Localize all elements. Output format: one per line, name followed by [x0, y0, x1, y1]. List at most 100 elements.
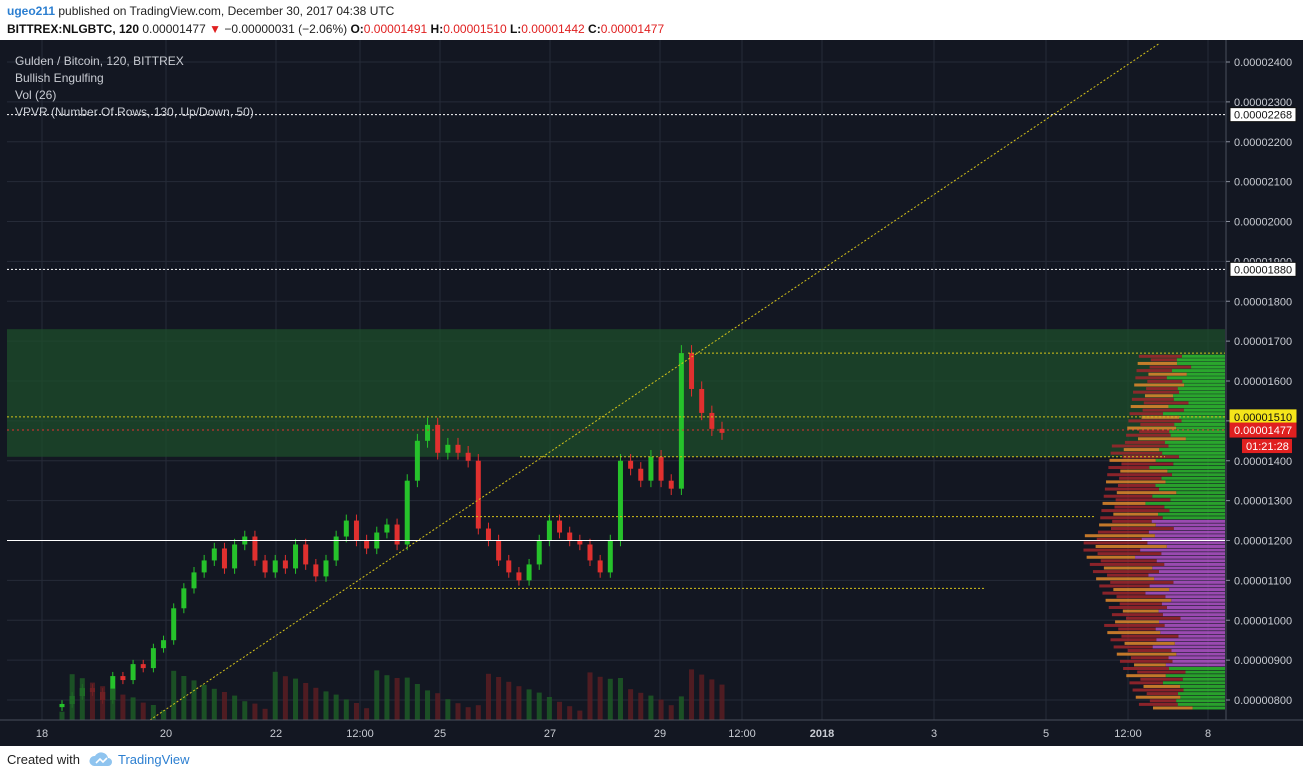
vpvr-up-bar	[1161, 602, 1225, 606]
vpvr-up-bar	[1162, 451, 1225, 455]
volume-bar	[587, 672, 593, 720]
volume-bar	[699, 674, 705, 720]
trendline	[149, 42, 1161, 721]
vpvr-up-bar	[1173, 397, 1225, 401]
candle-body	[221, 548, 227, 569]
price-tick-label: 0.00001100	[1234, 575, 1291, 587]
candle-body	[59, 703, 65, 708]
candle-body	[404, 480, 410, 545]
volume-bar	[607, 678, 613, 720]
vpvr-down-bar	[1102, 591, 1146, 595]
time-tick-label: 22	[270, 728, 282, 740]
vpvr-up-bar	[1177, 702, 1225, 706]
candle-body	[709, 412, 715, 429]
candle-body	[455, 444, 461, 453]
vpvr-down-bar	[1096, 577, 1155, 581]
candle-body	[435, 424, 441, 453]
vpvr-up-bar	[1176, 426, 1225, 430]
vpvr-up-bar	[1166, 605, 1225, 609]
vpvr-down-bar	[1122, 609, 1159, 613]
volume-bar	[89, 682, 95, 720]
vpvr-down-bar	[1129, 681, 1163, 685]
vpvr-down-bar	[1110, 580, 1174, 584]
vpvr-down-bar	[1083, 548, 1141, 552]
vpvr-down-bar	[1126, 433, 1171, 437]
chart-header: ugeo211 published on TradingView.com, De…	[0, 0, 1303, 40]
vpvr-up-bar	[1180, 684, 1225, 688]
vpvr-down-bar	[1099, 523, 1156, 527]
volume-bar	[658, 699, 664, 720]
price-tick-label: 0.00002200	[1234, 137, 1292, 149]
volume-bar	[323, 691, 329, 720]
vpvr-up-bar	[1184, 383, 1225, 387]
vpvr-down-bar	[1100, 516, 1163, 520]
candle-body	[445, 444, 451, 453]
vpvr-down-bar	[1131, 397, 1174, 401]
volume-bar	[221, 692, 227, 720]
legend-study-vpvr[interactable]: VPVR (Number Of Rows, 130, Up/Down, 50)	[15, 105, 254, 119]
vpvr-up-bar	[1176, 652, 1225, 656]
price-tick-label: 0.00002100	[1234, 177, 1292, 189]
vpvr-down-bar	[1149, 365, 1192, 369]
vpvr-down-bar	[1132, 688, 1184, 692]
chart-legend: Gulden / Bitcoin, 120, BITTREX Bullish E…	[15, 53, 254, 121]
vpvr-up-bar	[1165, 595, 1225, 599]
vpvr-up-bar	[1185, 437, 1225, 441]
vpvr-up-bar	[1176, 491, 1225, 495]
created-with-label: Created with	[7, 752, 80, 767]
vpvr-down-bar	[1137, 361, 1177, 365]
chart-canvas[interactable]: 0.00002400 0.00002300 0.00002200 0.00002100…	[0, 40, 1303, 746]
candle-body	[668, 480, 674, 489]
time-tick-label: 5	[1043, 728, 1049, 740]
chart-area[interactable]: 0.00002400 0.00002300 0.00002200 0.00002100…	[0, 40, 1303, 746]
vpvr-down-bar	[1120, 469, 1168, 473]
vpvr-down-bar	[1113, 588, 1170, 592]
time-tick-label: 20	[160, 728, 172, 740]
vpvr-up-bar	[1162, 412, 1225, 416]
vpvr-up-bar	[1158, 487, 1225, 491]
volume-bar	[557, 701, 563, 720]
vpvr-down-bar	[1142, 408, 1184, 412]
vpvr-up-bar	[1182, 379, 1225, 383]
ohlc-line: BITTREX:NLGBTC, 120 0.00001477 ▼ −0.0000…	[7, 22, 664, 36]
vpvr-up-bar	[1178, 692, 1225, 696]
volume-bar	[577, 710, 583, 720]
tradingview-brand-link[interactable]: TradingView	[118, 752, 190, 767]
candle-body	[699, 388, 705, 413]
volume-bar	[100, 686, 106, 720]
vpvr-up-bar	[1170, 433, 1225, 437]
vpvr-up-bar	[1159, 448, 1225, 452]
volume-bar	[211, 688, 217, 720]
vpvr-up-bar	[1171, 649, 1225, 653]
vpvr-up-bar	[1164, 440, 1225, 444]
vpvr-down-bar	[1116, 491, 1177, 495]
vpvr-down-bar	[1127, 426, 1177, 430]
last-price: 0.00001477	[142, 22, 206, 36]
vpvr-up-bar	[1182, 677, 1225, 681]
footer: Created with TradingView	[0, 746, 1303, 776]
vpvr-up-bar	[1155, 483, 1225, 487]
candle-body	[425, 424, 431, 441]
volume-bar	[242, 701, 248, 720]
vpvr-up-bar	[1168, 656, 1225, 660]
volume-bar	[384, 675, 390, 720]
volume-bar	[668, 705, 674, 720]
author-link[interactable]: ugeo211	[7, 4, 56, 18]
legend-study-volume[interactable]: Vol (26)	[15, 88, 57, 102]
time-tick-label: 8	[1205, 728, 1211, 740]
high-value: 0.00001510	[443, 22, 507, 36]
symbol-label: BITTREX:NLGBTC, 120	[7, 22, 140, 36]
vpvr-down-bar	[1117, 483, 1156, 487]
volume-bar	[526, 689, 532, 720]
candle-body	[384, 524, 390, 533]
vpvr-up-bar	[1157, 512, 1225, 516]
vpvr-down-bar	[1146, 387, 1178, 391]
candle-body	[120, 676, 126, 681]
vpvr-down-bar	[1135, 695, 1181, 699]
price-badge	[1229, 107, 1297, 123]
vpvr-up-bar	[1176, 361, 1225, 365]
vpvr-down-bar	[1104, 623, 1165, 627]
legend-study-engulfing[interactable]: Bullish Engulfing	[15, 71, 104, 85]
vpvr-down-bar	[1140, 422, 1175, 426]
volume-bar	[262, 708, 268, 720]
